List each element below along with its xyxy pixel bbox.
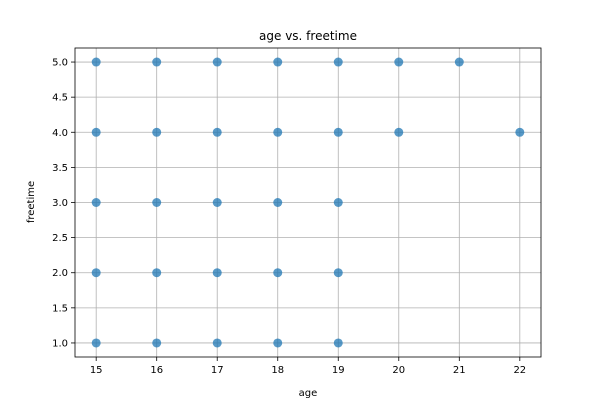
y-tick-label: 1.5 (52, 303, 68, 314)
x-tick-label: 16 (150, 365, 163, 376)
y-tick-label: 2.5 (52, 233, 68, 244)
scatter-points (91, 57, 525, 348)
y-tick-label: 3.0 (52, 198, 68, 209)
x-axis-label: age (299, 388, 318, 399)
scatter-point (212, 268, 222, 278)
y-tick-label: 4.5 (52, 93, 68, 104)
x-tick-label: 21 (453, 365, 466, 376)
y-tick-label: 5.0 (52, 58, 68, 69)
scatter-point (91, 198, 101, 207)
scatter-point (152, 57, 162, 67)
scatter-point (152, 268, 162, 278)
y-tick-label: 4.0 (52, 128, 68, 139)
x-tick-label: 22 (513, 365, 526, 376)
scatter-point (333, 127, 343, 137)
scatter-point (91, 338, 101, 348)
x-tick-label: 15 (90, 365, 103, 376)
y-tick-label: 3.5 (52, 163, 68, 174)
scatter-point (394, 127, 404, 137)
y-tick-label: 1.0 (52, 338, 68, 349)
scatter-point (273, 198, 283, 207)
scatter-point (515, 127, 525, 137)
scatter-point (273, 127, 283, 137)
scatter-point (273, 268, 283, 278)
scatter-point (212, 57, 222, 67)
scatter-point (273, 338, 283, 348)
scatter-point (333, 57, 343, 67)
scatter-point (333, 268, 343, 278)
scatter-point (212, 127, 222, 137)
scatter-point (91, 57, 101, 67)
scatter-point (333, 198, 343, 207)
y-axis-label: freetime (26, 181, 37, 223)
scatter-point (152, 198, 162, 207)
scatter-point (152, 127, 162, 137)
scatter-point (91, 127, 101, 137)
scatter-point (333, 338, 343, 348)
scatter-point (91, 268, 101, 278)
scatter-point (454, 57, 464, 67)
scatter-point (152, 338, 162, 348)
x-tick-label: 19 (332, 365, 345, 376)
y-tick-label: 2.0 (52, 268, 68, 279)
scatter-point (212, 198, 222, 207)
x-tick-label: 18 (271, 365, 284, 376)
x-tick-label: 20 (392, 365, 405, 376)
scatter-point (212, 338, 222, 348)
scatter-point (273, 57, 283, 67)
y-axis-ticks: 1.0 1.5 2.0 2.5 3.0 3.5 4.0 4.5 5.0 (52, 58, 75, 349)
scatter-point (394, 57, 404, 67)
x-tick-label: 17 (211, 365, 224, 376)
chart-title: age vs. freetime (259, 29, 357, 43)
x-axis-ticks: 15 16 17 18 19 20 21 22 (90, 357, 526, 376)
